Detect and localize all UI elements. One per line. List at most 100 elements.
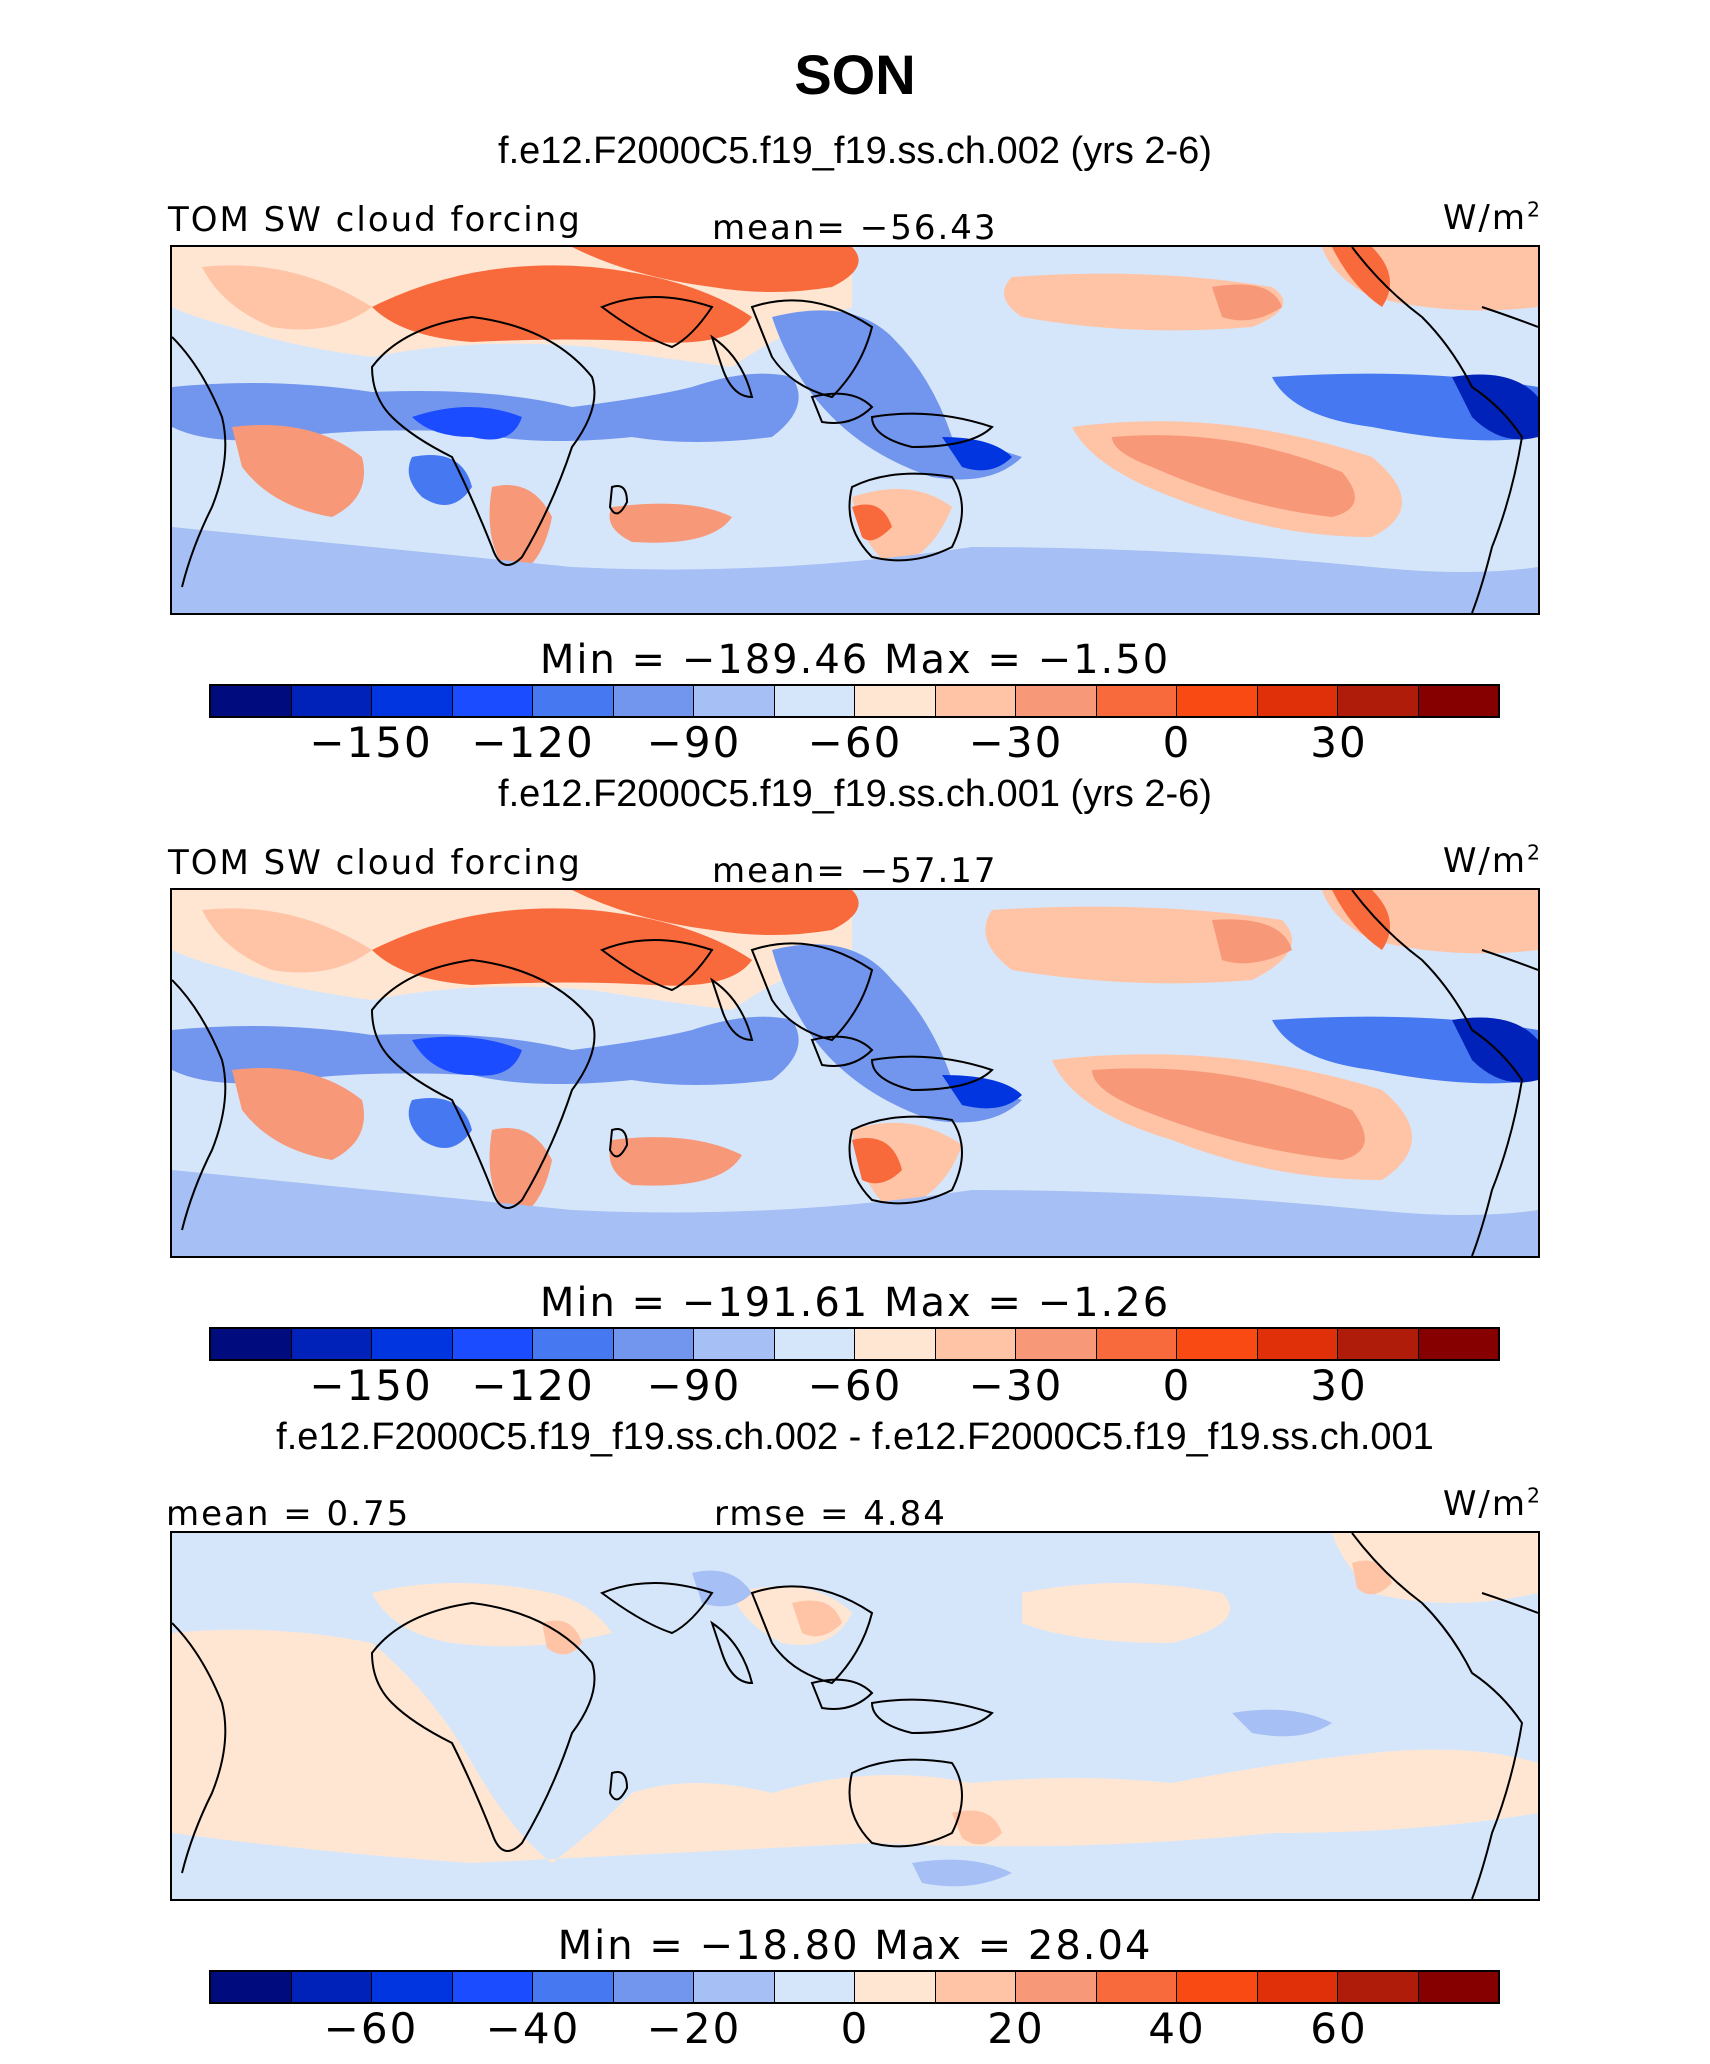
panel3-units: W/m2 <box>1442 1483 1542 1524</box>
colorbar-swatch <box>1418 1972 1498 2002</box>
panel2-units: W/m2 <box>1442 840 1542 881</box>
colorbar-swatch <box>855 1329 936 1359</box>
panel2-region <box>172 1170 1538 1256</box>
panel1-tick: −120 <box>471 718 595 767</box>
panel3-colorbar <box>209 1970 1500 2004</box>
panel2-tick: 30 <box>1310 1361 1368 1410</box>
colorbar-swatch <box>372 1972 453 2002</box>
colorbar-swatch <box>372 686 453 716</box>
panel2-region <box>1092 1068 1365 1160</box>
panel1-colorbar <box>209 684 1500 718</box>
colorbar-swatch <box>774 1329 855 1359</box>
panel2-region <box>609 1137 742 1186</box>
colorbar-swatch <box>1257 1972 1338 2002</box>
colorbar-swatch <box>372 1329 453 1359</box>
colorbar-swatch <box>613 1972 694 2002</box>
panel2-region <box>232 1068 364 1160</box>
panel1-tick: −30 <box>968 718 1064 767</box>
panel2-colorbar <box>209 1327 1500 1361</box>
panel1-region <box>489 485 552 577</box>
colorbar-swatch <box>935 1329 1016 1359</box>
colorbar-swatch <box>1096 686 1177 716</box>
colorbar-swatch <box>1177 1329 1258 1359</box>
panel1-units: W/m2 <box>1442 197 1542 238</box>
panel2-region <box>202 908 372 973</box>
colorbar-swatch <box>533 1329 614 1359</box>
colorbar-swatch <box>1418 686 1498 716</box>
colorbar-swatch <box>1096 1329 1177 1359</box>
page-title: SON <box>794 43 916 106</box>
panel2-region <box>942 1075 1022 1109</box>
panel1-tick: 30 <box>1310 718 1368 767</box>
panel1-region <box>1112 435 1355 517</box>
colorbar-swatch <box>452 686 533 716</box>
colorbar-swatch <box>291 1972 372 2002</box>
colorbar-swatch <box>855 686 936 716</box>
colorbar-swatch <box>935 1972 1016 2002</box>
panel2-region <box>772 944 1022 1123</box>
colorbar-swatch <box>694 1329 775 1359</box>
panel2-region <box>1212 919 1292 964</box>
panel2-region <box>1452 1017 1538 1083</box>
panel1-region <box>372 265 752 343</box>
colorbar-swatch <box>694 1972 775 2002</box>
colorbar-swatch <box>774 1972 855 2002</box>
colorbar-swatch <box>855 1972 936 2002</box>
panel2-tick: −30 <box>968 1361 1064 1410</box>
colorbar-swatch <box>613 1329 694 1359</box>
panel1-region <box>1452 374 1538 440</box>
colorbar-swatch <box>211 1972 292 2002</box>
colorbar-swatch <box>1177 1972 1258 2002</box>
panel2-tick: −150 <box>309 1361 433 1410</box>
panel3-region <box>952 1810 1002 1845</box>
colorbar-swatch <box>1418 1329 1498 1359</box>
panel1-mean-label: mean= −56.43 <box>712 208 998 248</box>
panel1-map <box>170 245 1540 615</box>
panel2-variable-label: TOM SW cloud forcing <box>168 843 582 883</box>
colorbar-swatch <box>1338 686 1419 716</box>
panel1-region <box>609 503 732 543</box>
panel3-region <box>1232 1709 1332 1737</box>
panel1-tick: −60 <box>807 718 903 767</box>
colorbar-swatch <box>291 1329 372 1359</box>
panel3-tick: −40 <box>485 2004 581 2053</box>
colorbar-swatch <box>533 686 614 716</box>
panel3-tick: 0 <box>840 2004 870 2053</box>
panel3-region <box>692 1570 752 1607</box>
panel3-mean-label: mean = 0.75 <box>166 1494 411 1534</box>
panel2-region <box>412 1036 522 1076</box>
panel3-minmax: Min = −18.80 Max = 28.04 <box>557 1923 1153 1969</box>
panel3-region <box>1022 1583 1231 1643</box>
colorbar-swatch <box>1338 1972 1419 2002</box>
colorbar-swatch <box>613 686 694 716</box>
panel3-tick: −20 <box>646 2004 742 2053</box>
panel3-region <box>792 1600 842 1637</box>
panel3-region <box>172 1629 1538 1863</box>
panel1-minmax: Min = −189.46 Max = −1.50 <box>539 637 1171 683</box>
colorbar-swatch <box>1096 1972 1177 2002</box>
panel3-tick: 60 <box>1310 2004 1368 2053</box>
panel2-region <box>489 1128 552 1220</box>
panel1-region <box>412 407 522 440</box>
colorbar-swatch <box>452 1972 533 2002</box>
colorbar-swatch <box>1177 686 1258 716</box>
panel1-tick: −150 <box>309 718 433 767</box>
panel1-region <box>1332 247 1390 307</box>
panel3-region <box>912 1859 1012 1887</box>
panel1-region <box>172 527 1538 613</box>
panel2-region <box>1332 890 1390 950</box>
colorbar-swatch <box>694 686 775 716</box>
panel1-region <box>172 373 799 442</box>
panel1-tick: 0 <box>1162 718 1192 767</box>
panel1-case-title: f.e12.F2000C5.f19_f19.ss.ch.002 (yrs 2-6… <box>498 130 1212 172</box>
panel3-tick: 20 <box>987 2004 1045 2053</box>
colorbar-swatch <box>1016 686 1097 716</box>
panel1-region <box>572 247 859 292</box>
panel3-tick: −60 <box>323 2004 419 2053</box>
colorbar-swatch <box>533 1972 614 2002</box>
panel1-variable-label: TOM SW cloud forcing <box>168 200 582 240</box>
panel2-case-title: f.e12.F2000C5.f19_f19.ss.ch.001 (yrs 2-6… <box>498 773 1212 815</box>
panel2-tick: −60 <box>807 1361 903 1410</box>
colorbar-swatch <box>1016 1972 1097 2002</box>
colorbar-swatch <box>211 686 292 716</box>
